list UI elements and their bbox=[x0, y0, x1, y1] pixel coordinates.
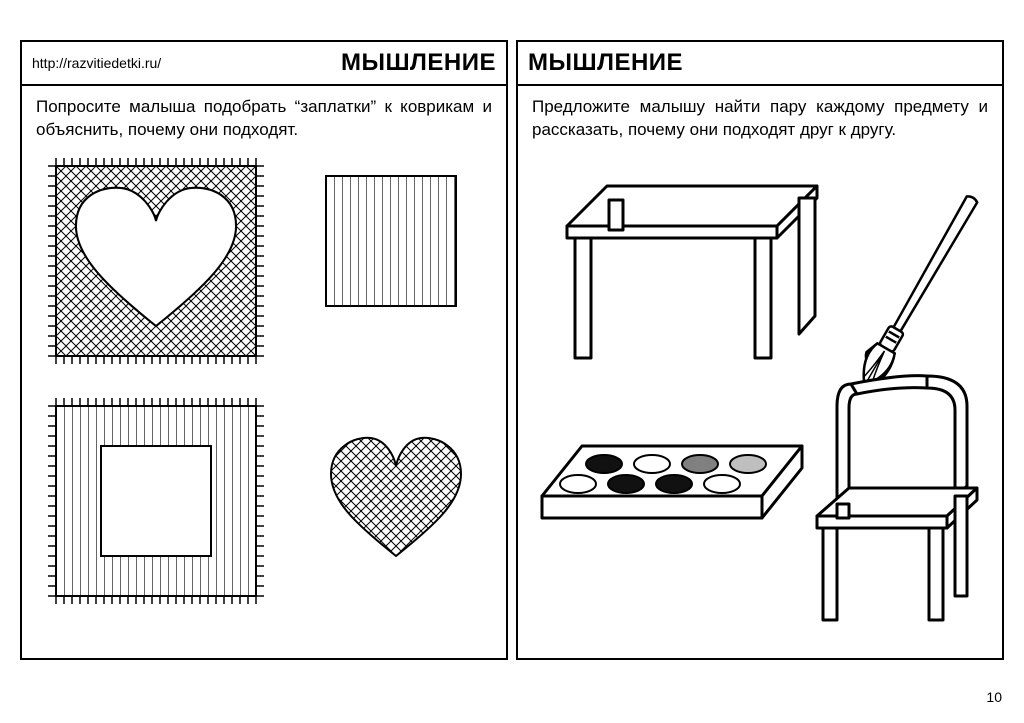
panel-left-title: МЫШЛЕНИЕ bbox=[341, 49, 496, 77]
source-url: http://razvitiedetki.ru/ bbox=[32, 55, 161, 71]
panel-right-title: МЫШЛЕНИЕ bbox=[528, 49, 683, 77]
panel-left-body: Попросите малыша подобрать “заплатки” к … bbox=[22, 86, 506, 658]
table-icon bbox=[567, 186, 817, 358]
left-scene-svg bbox=[36, 156, 496, 626]
paint-well bbox=[608, 475, 644, 493]
instruction-right: Предложите малышу найти пару каждому пре… bbox=[532, 96, 988, 142]
paint-well bbox=[586, 455, 622, 473]
paint-well bbox=[656, 475, 692, 493]
paint-well bbox=[704, 475, 740, 493]
patch-stripes bbox=[326, 176, 456, 306]
rug-square bbox=[48, 398, 264, 604]
paintbrush-icon bbox=[852, 190, 985, 392]
rug-heart bbox=[48, 158, 264, 364]
panel-left-header: http://razvitiedetki.ru/ МЫШЛЕНИЕ bbox=[22, 42, 506, 86]
panel-right-header: МЫШЛЕНИЕ bbox=[518, 42, 1002, 86]
instruction-left: Попросите малыша подобрать “заплатки” к … bbox=[36, 96, 492, 142]
paint-well bbox=[682, 455, 718, 473]
illustrations-right bbox=[532, 156, 988, 626]
panel-left: http://razvitiedetki.ru/ МЫШЛЕНИЕ Попрос… bbox=[20, 40, 508, 660]
panel-right: МЫШЛЕНИЕ Предложите малышу найти пару ка… bbox=[516, 40, 1004, 660]
paint-well bbox=[560, 475, 596, 493]
paint-box-icon bbox=[542, 446, 802, 518]
worksheet-sheet: http://razvitiedetki.ru/ МЫШЛЕНИЕ Попрос… bbox=[20, 40, 1004, 660]
paint-well bbox=[730, 455, 766, 473]
paint-well bbox=[634, 455, 670, 473]
panel-right-body: Предложите малышу найти пару каждому пре… bbox=[518, 86, 1002, 658]
page-number: 10 bbox=[986, 689, 1002, 705]
chair-icon bbox=[817, 376, 977, 620]
illustrations-left bbox=[36, 156, 492, 626]
patch-heart bbox=[331, 438, 461, 556]
right-scene-svg bbox=[532, 156, 992, 626]
